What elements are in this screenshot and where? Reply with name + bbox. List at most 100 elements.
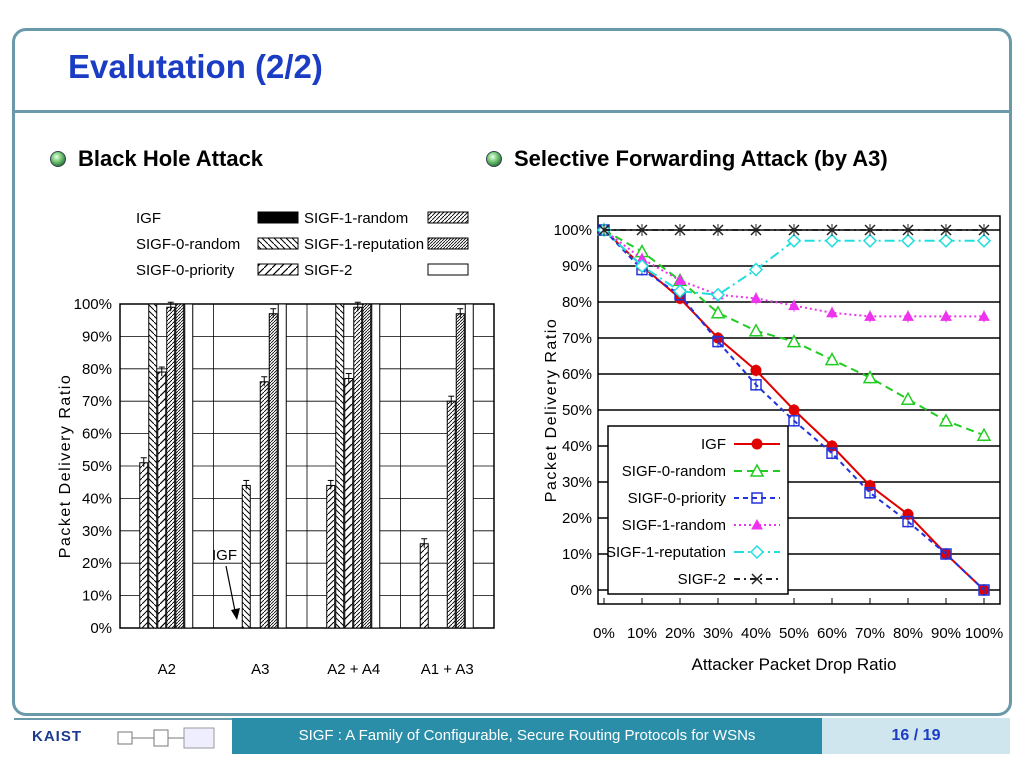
x-tick-label: 30% [703,625,733,642]
y-tick-label: 100% [554,222,592,239]
bar [268,313,278,629]
legend-label: SIGF-0-priority [136,262,235,279]
legend-label: SIGF-1-reputation [606,544,726,561]
data-point [751,518,763,530]
legend-label: SIGF-2 [678,571,726,588]
data-point [672,284,688,299]
data-point [674,224,686,236]
data-point [751,438,763,450]
bar [353,306,363,629]
legend-swatch [257,211,299,224]
data-point [938,413,954,427]
y-tick-label: 10% [82,588,112,605]
legend-swatch [427,237,469,250]
data-point [598,224,610,236]
x-tick-label: 90% [931,625,961,642]
igf-annotation: IGF [212,547,237,564]
legend-swatch [427,263,469,276]
x-tick-label: 0% [593,625,615,642]
y-tick-label: 40% [82,490,112,507]
y-tick-label: 0% [90,620,112,637]
y-tick-label: 80% [562,294,592,311]
y-axis-label: Packet Delivery Ratio [543,318,560,502]
x-tick-label: 100% [965,625,1003,642]
data-point [710,305,726,319]
slide-title: Evalutation (2/2) [64,48,327,86]
data-point [940,224,952,236]
legend-label: SIGF-1-random [304,210,408,227]
bullet-icon [486,151,502,167]
legend-label: IGF [136,210,161,227]
data-point [978,584,990,596]
data-point [938,233,954,248]
legend-label: SIGF-0-random [136,236,240,253]
left-heading-row: Black Hole Attack [50,146,263,172]
x-axis-label: Attacker Packet Drop Ratio [691,655,896,674]
legend-label: SIGF-0-random [622,463,726,480]
data-point [940,310,952,321]
page-number: 16 / 19 [822,718,1010,754]
data-point [749,463,765,477]
data-point [788,404,800,416]
title-rule [14,110,1010,113]
bar [326,484,336,629]
y-axis-label: Packet Delivery Ratio [57,374,74,558]
data-point [748,262,764,277]
y-tick-label: 20% [82,555,112,572]
legend-swatch [427,211,469,224]
data-point [750,364,762,376]
bar [446,400,456,629]
x-tick-label: 20% [665,625,695,642]
data-point [978,224,990,236]
y-tick-label: 90% [82,328,112,345]
data-point [786,233,802,248]
bar [259,381,269,629]
bar [455,313,465,629]
x-tick-label: 80% [893,625,923,642]
footer: KAIST SIGF : A Family of Configurable, S… [14,718,1010,756]
legend-box [607,425,789,595]
data-point [750,292,762,303]
data-point [788,415,800,427]
bar [419,543,429,629]
bullet-icon [50,151,66,167]
data-point [786,334,802,348]
data-point [940,548,952,560]
footer-text: SIGF : A Family of Configurable, Secure … [232,718,822,754]
data-point [788,299,800,311]
data-point [751,573,763,585]
data-point [978,310,990,321]
data-point [748,323,764,337]
data-point [900,233,916,248]
bar [139,462,149,629]
y-tick-label: 80% [82,361,112,378]
y-tick-label: 40% [562,438,592,455]
data-point [788,224,800,236]
x-tick-label: 40% [741,625,771,642]
x-tick-label: 60% [817,625,847,642]
data-point [902,224,914,236]
legend-label: SIGF-0-priority [628,490,727,507]
lab-logo [117,727,215,749]
y-tick-label: 50% [562,402,592,419]
x-category-label: A2 + A4 [327,661,380,678]
data-point [862,233,878,248]
legend-swatch [257,237,299,250]
data-point [902,310,914,321]
data-point [902,515,914,528]
series-group [598,224,990,236]
legend-swatch [257,263,299,276]
y-tick-label: 60% [82,426,112,443]
bar [157,371,167,629]
legend-label: SIGF-2 [304,262,352,279]
data-point [826,447,838,459]
data-point [864,487,876,499]
data-point [749,544,765,560]
bar [241,484,251,629]
annotation-arrowhead [231,608,240,620]
data-point [712,335,724,348]
bar [371,303,381,629]
bar-chart: IGF SIGF-1-random SIGF-0-random SIGF-1-repu… [57,210,495,678]
data-point [900,391,916,405]
y-tick-label: 70% [562,330,592,347]
